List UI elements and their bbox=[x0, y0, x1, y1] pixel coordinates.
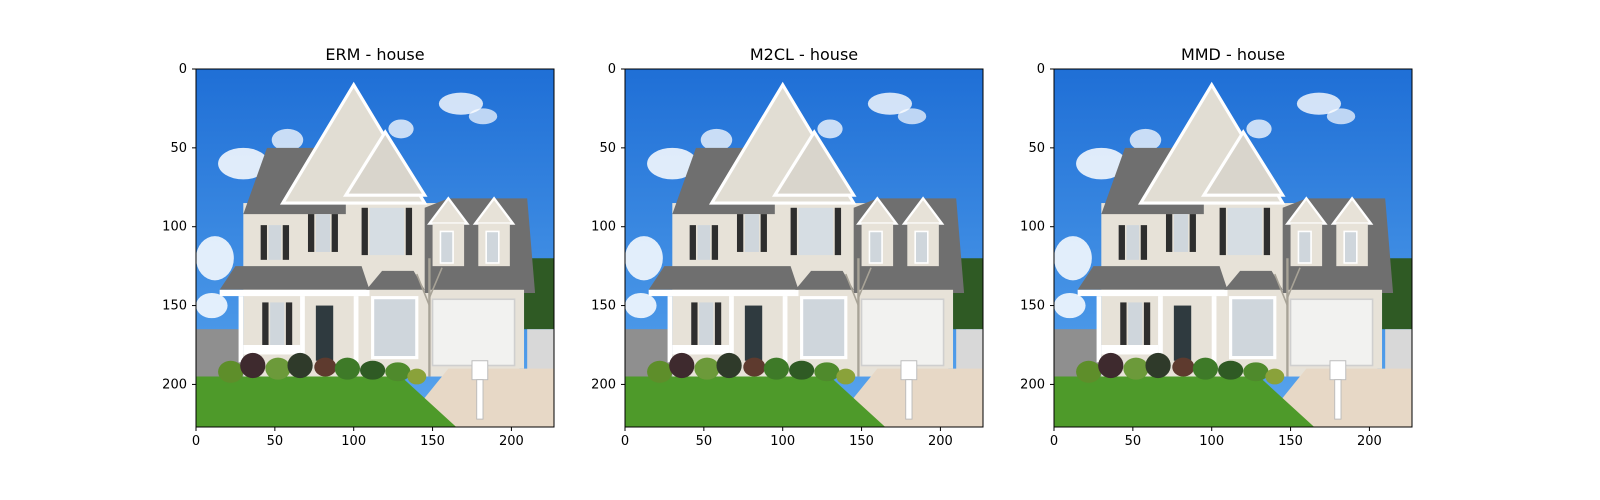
panel-title: MMD - house bbox=[1181, 45, 1285, 64]
x-tick-label: 100 bbox=[770, 434, 795, 449]
x-tick-label: 50 bbox=[267, 434, 284, 449]
house-image bbox=[196, 69, 554, 427]
y-tick-label: 50 bbox=[599, 141, 616, 156]
y-tick-label: 100 bbox=[591, 220, 616, 235]
x-tick-label: 200 bbox=[1357, 434, 1382, 449]
panel-title: M2CL - house bbox=[750, 45, 858, 64]
axes-frame bbox=[624, 68, 984, 428]
y-tick-label: 200 bbox=[162, 377, 187, 392]
x-tick-label: 100 bbox=[341, 434, 366, 449]
y-tick-label: 100 bbox=[1020, 220, 1045, 235]
y-tick-label: 0 bbox=[608, 62, 616, 77]
x-tick-label: 100 bbox=[1199, 434, 1224, 449]
x-tick-label: 150 bbox=[420, 434, 445, 449]
y-tick-label: 150 bbox=[591, 299, 616, 314]
x-tick-label: 200 bbox=[499, 434, 524, 449]
x-tick-label: 200 bbox=[928, 434, 953, 449]
house-image bbox=[625, 69, 983, 427]
x-tick-label: 0 bbox=[192, 434, 200, 449]
y-tick-label: 100 bbox=[162, 220, 187, 235]
image-panel-2: M2CL - house 0 50 100 150 200 0 50 100 150 200 bbox=[591, 45, 984, 449]
y-tick-label: 150 bbox=[1020, 299, 1045, 314]
x-tick-label: 0 bbox=[621, 434, 629, 449]
x-tick-label: 0 bbox=[1050, 434, 1058, 449]
x-tick-label: 150 bbox=[849, 434, 874, 449]
image-panel-1: ERM - house 0 50 100 150 200 0 50 100 150 200 bbox=[162, 45, 555, 449]
x-tick-label: 50 bbox=[1125, 434, 1142, 449]
y-tick-label: 200 bbox=[1020, 377, 1045, 392]
y-tick-label: 0 bbox=[179, 62, 187, 77]
x-tick-label: 50 bbox=[696, 434, 713, 449]
y-tick-label: 50 bbox=[170, 141, 187, 156]
y-tick-label: 50 bbox=[1028, 141, 1045, 156]
y-tick-label: 150 bbox=[162, 299, 187, 314]
image-panel-3: MMD - house 0 50 100 150 200 0 50 100 150 200 bbox=[1020, 45, 1413, 449]
axes-frame bbox=[1053, 68, 1413, 428]
axes-frame bbox=[195, 68, 555, 428]
panel-title: ERM - house bbox=[325, 45, 424, 64]
x-tick-label: 150 bbox=[1278, 434, 1303, 449]
y-tick-label: 200 bbox=[591, 377, 616, 392]
house-image bbox=[1054, 69, 1412, 427]
y-tick-label: 0 bbox=[1037, 62, 1045, 77]
